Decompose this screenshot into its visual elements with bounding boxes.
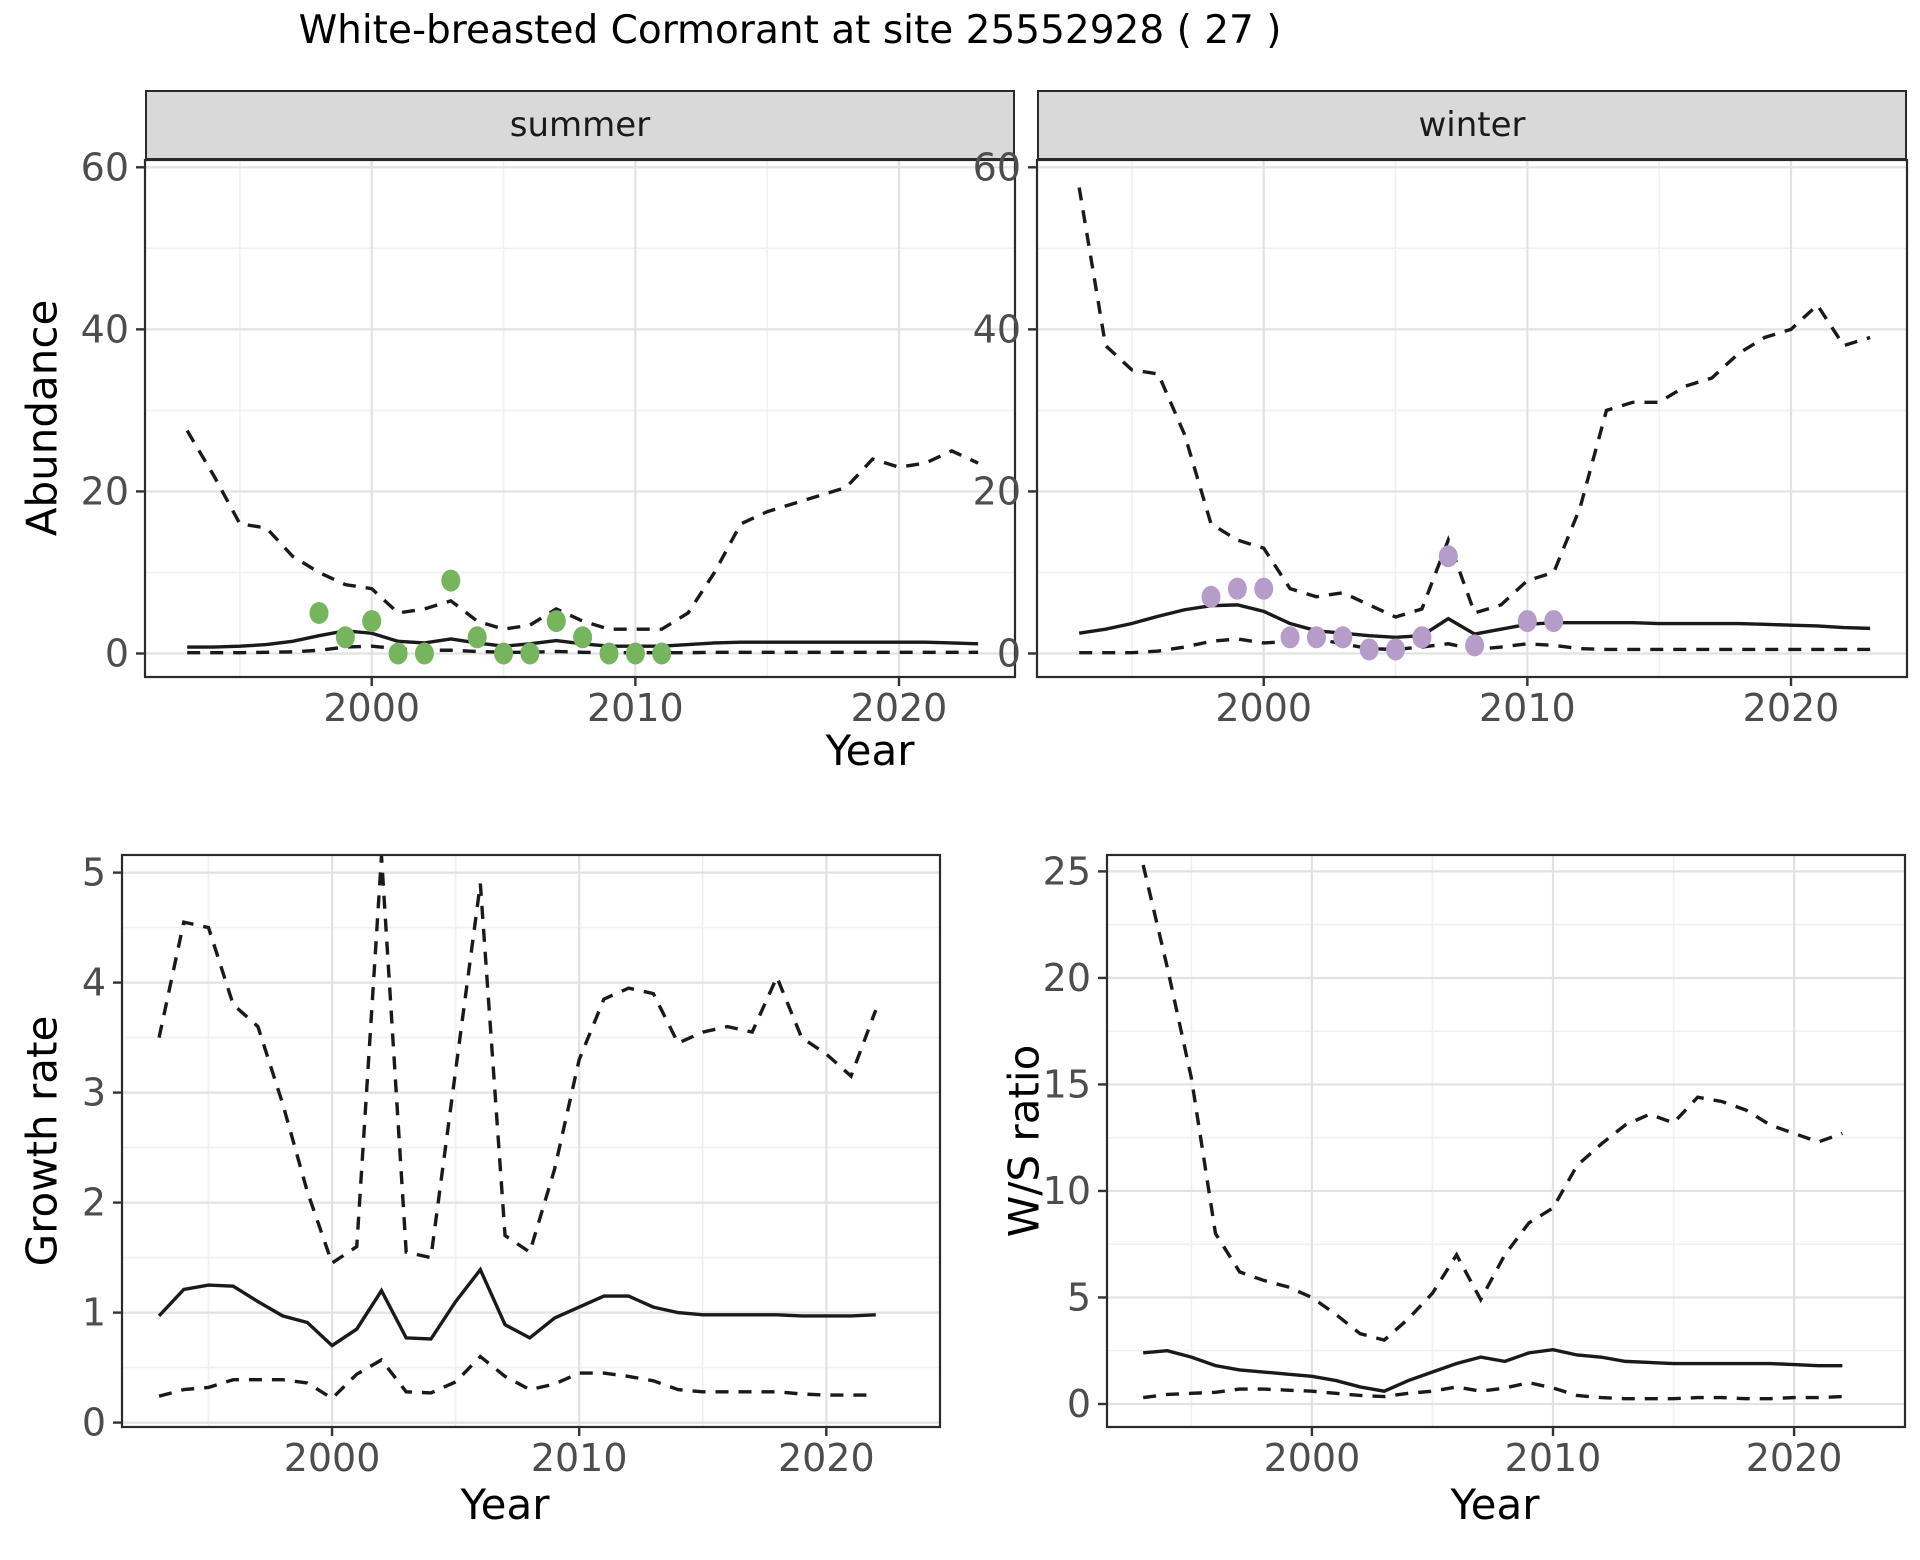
- summer-observed-point: [441, 569, 461, 592]
- y-tick-label: 20: [1043, 956, 1091, 1000]
- panel-border: [1105, 853, 1907, 1429]
- y-tick-label: 0: [1067, 1382, 1091, 1426]
- summer-observed-point: [335, 626, 355, 649]
- x-axis-title-year-growth: Year: [460, 1480, 550, 1529]
- winter-observed-point: [1306, 626, 1326, 649]
- y-tick-label: 3: [82, 1071, 106, 1115]
- summer-upper_ci-line: [185, 429, 979, 631]
- y-tick-label: 20: [973, 469, 1021, 513]
- winter-observed-point: [1517, 610, 1537, 633]
- winter-observed-point: [1386, 638, 1406, 661]
- y-tick-label: 60: [81, 145, 129, 189]
- y-tick-label: 0: [997, 632, 1021, 676]
- x-tick-label: 2010: [1479, 686, 1576, 730]
- winter-observed-point: [1254, 577, 1274, 600]
- facet-strip-winter-label: winter: [1418, 105, 1526, 145]
- winter-median-line: [1078, 603, 1871, 639]
- summer-observed-point: [494, 642, 514, 665]
- facet-strip-winter: winter: [1037, 90, 1907, 160]
- y-tick-label: 1: [82, 1291, 106, 1335]
- summer-lower_ci-line: [187, 644, 979, 655]
- y-tick-label: 5: [1067, 1275, 1091, 1319]
- panel-summer: 2000 2010 2020 0 20 40 60: [81, 145, 1017, 730]
- x-tick-label: 2020: [1746, 1436, 1843, 1480]
- winter-observed-point: [1201, 585, 1221, 608]
- x-tick-label: 2000: [1264, 1436, 1361, 1480]
- y-tick-label: 5: [82, 851, 106, 895]
- x-tick-label: 2000: [1215, 686, 1312, 730]
- facet-strip-summer: summer: [145, 90, 1015, 160]
- growth-upper_ci-line: [157, 855, 878, 1266]
- x-axis-title-year-top: Year: [825, 726, 915, 775]
- chart-title: White-breasted Cormorant at site 2555292…: [298, 8, 1282, 53]
- y-tick-label: 20: [81, 469, 129, 513]
- y-tick-label: 15: [1043, 1062, 1091, 1106]
- y-tick-label: 60: [973, 145, 1021, 189]
- summer-observed-point: [414, 642, 434, 665]
- y-tick-label: 25: [1043, 849, 1091, 893]
- summer-observed-point: [520, 642, 540, 665]
- ws-lower_ci-line: [1142, 1380, 1843, 1401]
- y-tick-label: 2: [82, 1181, 106, 1225]
- x-tick-label: 2010: [531, 1436, 628, 1480]
- summer-observed-point: [599, 642, 619, 665]
- y-tick-label: 0: [82, 1401, 106, 1445]
- summer-observed-point: [546, 610, 566, 633]
- summer-observed-point: [467, 626, 487, 649]
- summer-observed-point: [652, 642, 672, 665]
- x-tick-label: 2020: [1743, 686, 1840, 730]
- growth-median-line: [157, 1266, 876, 1348]
- y-tick-label: 4: [82, 961, 106, 1005]
- winter-observed-point: [1333, 626, 1353, 649]
- x-tick-label: 2020: [778, 1436, 875, 1480]
- winter-observed-point: [1438, 545, 1458, 568]
- x-axis-title-year-ws: Year: [1450, 1480, 1540, 1529]
- growth-lower_ci-line: [158, 1354, 876, 1401]
- winter-observed-point: [1227, 577, 1247, 600]
- winter-observed-point: [1280, 626, 1300, 649]
- winter-observed-point: [1412, 626, 1432, 649]
- winter-observed-point: [1465, 634, 1485, 657]
- panel-growth: 2000 2010 2020 0 1 2 3 4 5: [82, 851, 942, 1480]
- summer-observed-point: [309, 601, 329, 624]
- x-tick-label: 2010: [587, 686, 684, 730]
- summer-observed-point: [625, 642, 645, 665]
- y-tick-label: 0: [105, 632, 129, 676]
- y-tick-label: 40: [81, 307, 129, 351]
- ws-median-line: [1143, 1347, 1843, 1393]
- summer-observed-point: [388, 642, 408, 665]
- x-tick-label: 2000: [284, 1436, 381, 1480]
- y-tick-label: 10: [1043, 1169, 1091, 1213]
- winter-observed-point: [1359, 638, 1379, 661]
- panel-border: [120, 853, 942, 1429]
- ws-upper_ci-line: [1141, 864, 1843, 1342]
- y-tick-label: 40: [973, 307, 1021, 351]
- winter-observed-point: [1544, 610, 1564, 633]
- facet-strip-summer-label: summer: [509, 105, 651, 145]
- x-tick-label: 2010: [1505, 1436, 1602, 1480]
- summer-observed-point: [362, 610, 382, 633]
- panel-border: [143, 158, 1017, 679]
- summer-observed-point: [573, 626, 593, 649]
- panel-winter: 2000 2010 2020 0 20 40 60: [973, 145, 1909, 730]
- winter-upper_ci-line: [1077, 187, 1871, 619]
- x-tick-label: 2000: [323, 686, 420, 730]
- panel-border: [1035, 158, 1909, 679]
- panel-ws: 2000 2010 2020 0 5 10 15 20 25: [1043, 849, 1907, 1480]
- x-tick-label: 2020: [851, 686, 948, 730]
